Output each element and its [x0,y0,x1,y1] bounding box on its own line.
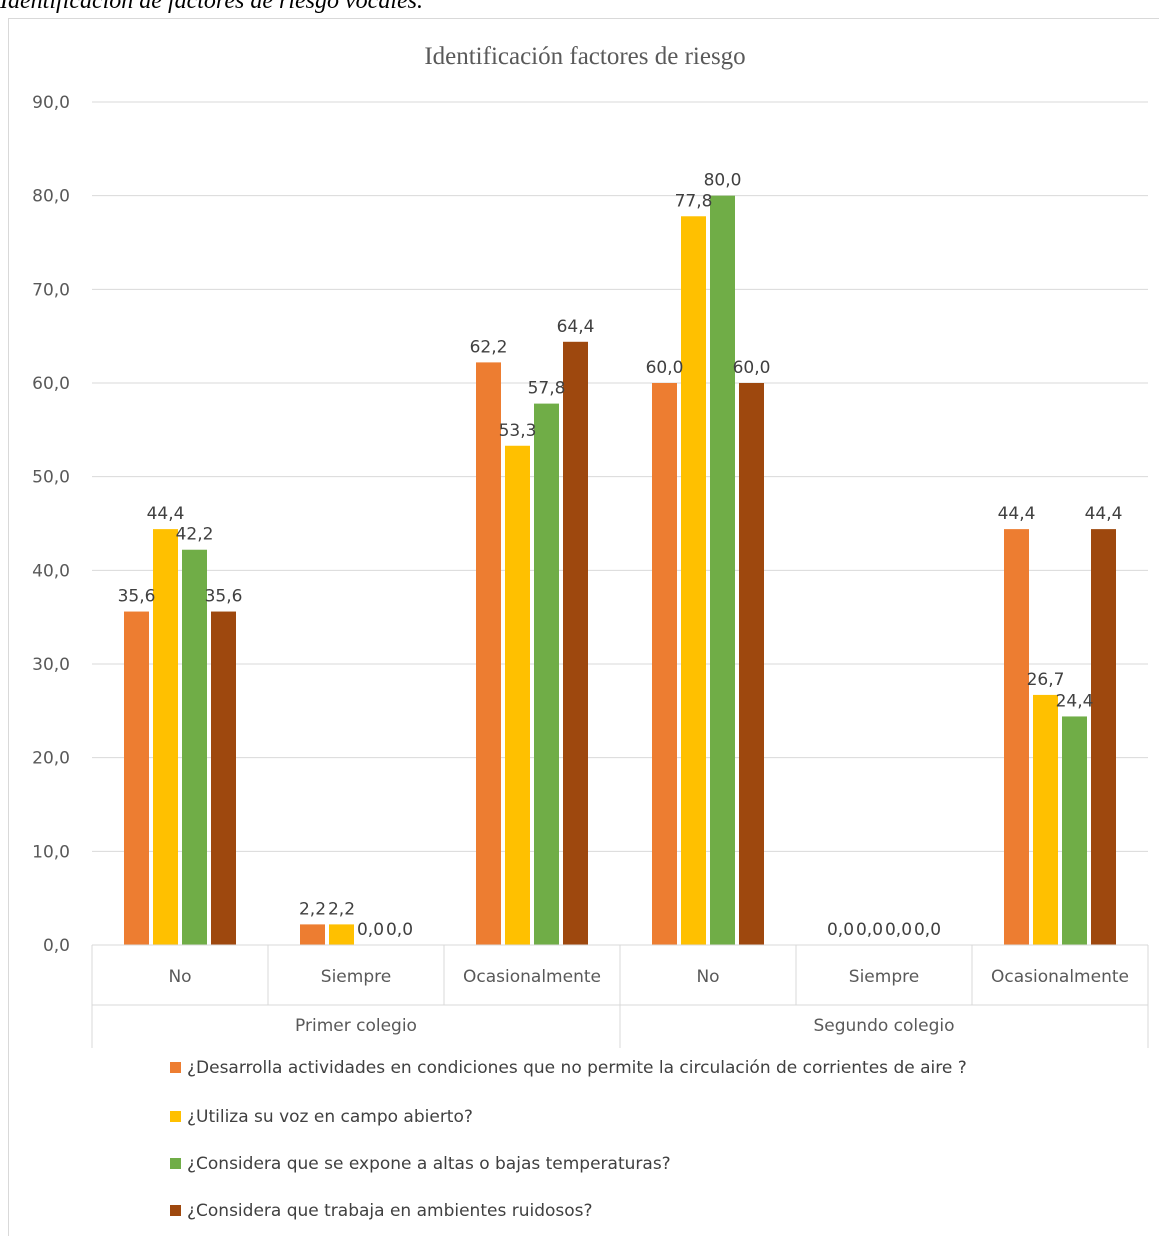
data-label: 0,0 [386,920,413,940]
y-tick-label: 70,0 [32,280,70,300]
data-label: 80,0 [704,171,742,191]
bar [1033,694,1058,945]
bar [329,924,354,945]
y-tick-label: 50,0 [32,468,70,488]
y-tick-label: 40,0 [32,561,70,581]
y-axis-ticks: 0,0 10,0 20,0 30,0 40,0 50,0 60,0 70,0 80,0 90,0 [32,93,70,956]
data-label: 2,2 [299,899,326,919]
legend-item: ¿Desarrolla actividades en condiciones q… [170,1058,967,1078]
data-label: 0,0 [856,920,883,940]
x-tick-label: No [168,967,191,987]
x-tick-label: Ocasionalmente [463,967,601,987]
data-label: 60,0 [646,358,684,378]
bar [153,529,178,945]
bar [563,341,588,946]
bar [300,924,325,945]
y-tick-label: 0,0 [43,936,70,956]
legend-swatch [170,1158,181,1169]
data-label: 44,4 [147,504,185,524]
data-label: 57,8 [528,379,566,399]
data-label: 2,2 [328,899,355,919]
legend-label: ¿Desarrolla actividades en condiciones q… [187,1058,967,1078]
bar [652,383,677,945]
data-label: 0,0 [357,920,384,940]
data-label: 60,0 [733,358,771,378]
data-label: 35,6 [118,587,156,607]
bar [1091,529,1116,945]
legend-label: ¿Considera que trabaja en ambientes ruid… [187,1201,593,1221]
bar [1062,716,1087,945]
bar [182,549,207,945]
bars [124,195,1116,946]
legend-swatch [170,1062,181,1073]
bar [124,611,149,945]
data-label: 64,4 [557,317,595,337]
x-group-label: Segundo colegio [813,1016,954,1036]
bar [1004,529,1029,945]
y-tick-label: 20,0 [32,749,70,769]
bar [211,611,236,945]
data-label: 26,7 [1027,670,1065,690]
chart-frame [8,18,1159,1236]
data-label: 77,8 [675,191,713,211]
data-label: 53,3 [499,421,537,441]
legend-item: ¿Considera que trabaja en ambientes ruid… [170,1201,593,1221]
x-axis: No Siempre Ocasionalmente Primer colegio No S… [91,944,1149,1048]
data-label: 35,6 [205,587,243,607]
bar [534,403,559,945]
x-tick-label: Siempre [321,967,391,987]
bar [681,216,706,946]
gridlines [92,101,1148,946]
data-label: 0,0 [827,920,854,940]
y-tick-label: 80,0 [32,187,70,207]
data-label: 44,4 [998,504,1036,524]
bar [505,445,530,945]
legend-item: ¿Considera que se expone a altas o bajas… [170,1154,671,1174]
legend-label: ¿Considera que se expone a altas o bajas… [187,1154,671,1174]
bar [476,362,501,946]
y-tick-label: 30,0 [32,655,70,675]
data-label: 42,2 [176,525,214,545]
legend-swatch [170,1111,181,1122]
y-tick-label: 90,0 [32,93,70,113]
figure-caption: Identificación de factores de riesgo voc… [0,0,1161,20]
x-tick-label: No [696,967,719,987]
data-labels: 35,644,442,235,62,2 2,20,0 0,062,253,357,8… [118,171,1123,940]
data-label: 44,4 [1085,504,1123,524]
legend-item: ¿Utiliza su voz en campo abierto? [170,1107,473,1127]
data-label: 24,4 [1056,691,1094,711]
data-label: 0,0 [914,920,941,940]
bar [739,383,764,945]
data-label: 62,2 [470,337,508,357]
x-tick-label: Ocasionalmente [991,967,1129,987]
y-tick-label: 60,0 [32,374,70,394]
legend-swatch [170,1205,181,1216]
data-label: 0,0 [885,920,912,940]
x-group-label: Primer colegio [295,1016,417,1036]
caption-text: Identificación de factores de riesgo voc… [0,0,423,14]
x-tick-label: Siempre [849,967,919,987]
y-tick-label: 10,0 [32,842,70,862]
bar [710,195,735,945]
chart-title: Identificación factores de riesgo [424,43,745,70]
legend-label: ¿Utiliza su voz en campo abierto? [187,1107,473,1127]
